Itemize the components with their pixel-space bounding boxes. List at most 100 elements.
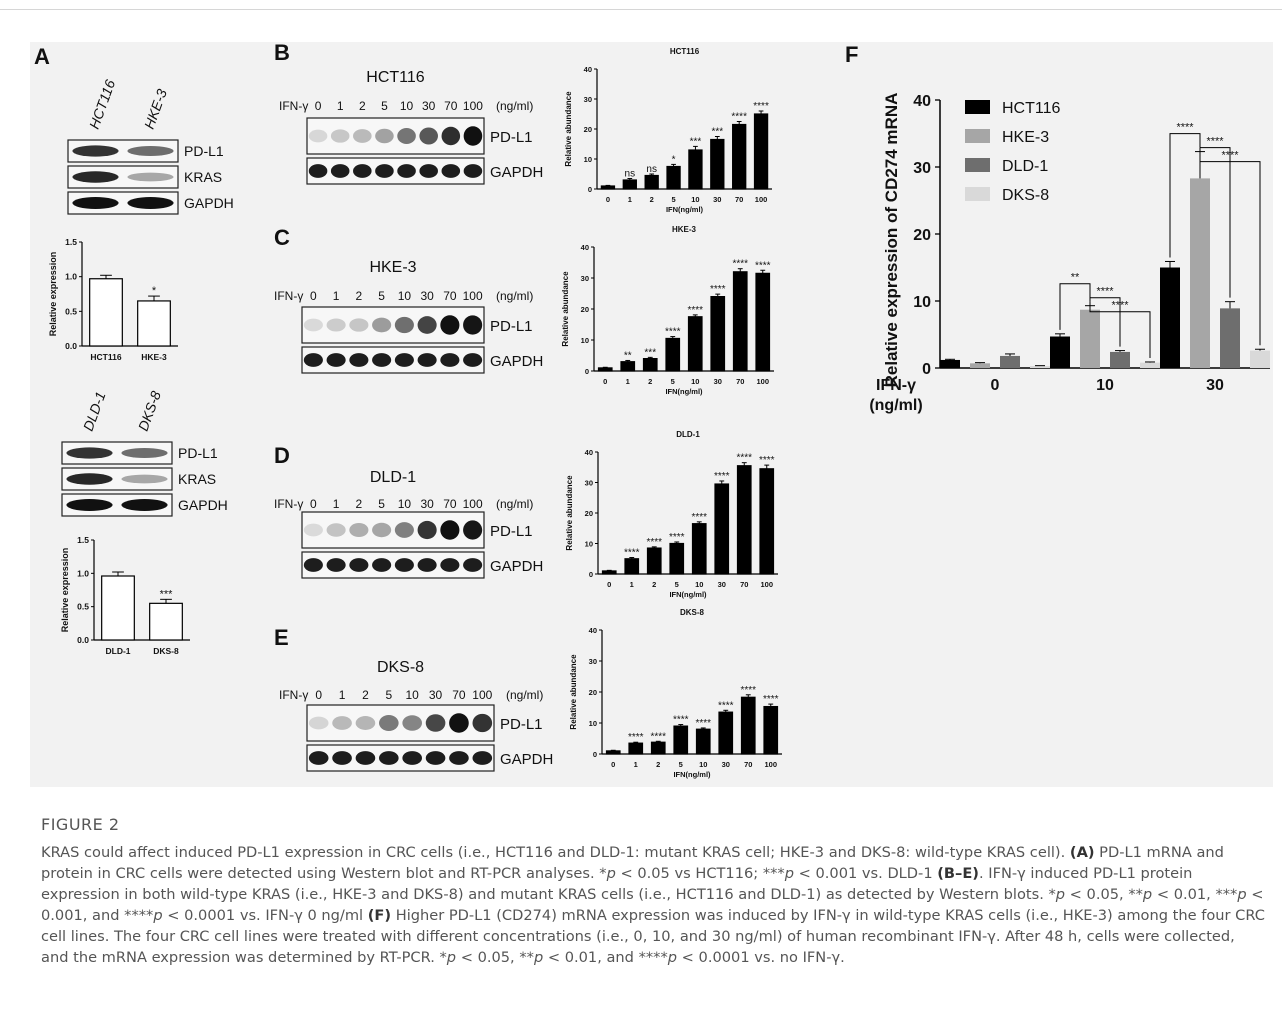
chart-f-bar: [1190, 178, 1210, 368]
chart-sig-label: ****: [650, 731, 666, 742]
blot-a-bottom-strip-band: [121, 499, 168, 511]
chart-sig-label: ns: [625, 169, 636, 180]
blot-b-dose-label: 10: [400, 99, 414, 113]
chart-y-tick-label: 40: [581, 243, 589, 252]
chart-f-sig-bracket: [1059, 283, 1091, 330]
chart-f-x-tick-label: 30: [1206, 377, 1224, 394]
blot-a-top-band-label: PD-L1: [184, 143, 224, 159]
chart-sig-label: *: [152, 285, 157, 297]
blot-e-strip-band: [332, 751, 352, 765]
blot-c-band-label: GAPDH: [490, 353, 543, 370]
blot-d-dose-label: 10: [398, 497, 412, 511]
blot-a-bottom-strip-band: [121, 448, 168, 458]
chart-y-label: Relative expression: [48, 252, 58, 337]
blot-c-strip-band: [303, 353, 323, 367]
chart-y-label: Relative abundance: [564, 91, 573, 167]
chart-f-y-tick-label: 30: [913, 160, 931, 177]
chart-x-tick-label: 10: [691, 377, 699, 386]
blot-c-strip-band: [463, 315, 483, 335]
blot-b-dose-label: 100: [463, 99, 483, 113]
blot-c-dose-label: 0: [310, 289, 317, 303]
figure-panel: A B C D E F HCT116 HKE-3 PD-L1 KRAS GAPDH DLD-1 DKS-…: [30, 42, 1273, 787]
chart-y-tick-label: 0.5: [65, 306, 77, 316]
blot-a-top-lane-label: HCT116: [86, 77, 119, 131]
chart-f-bar: [1160, 267, 1180, 368]
chart-y-tick-label: 40: [585, 448, 593, 457]
blot-e-strip-band: [332, 716, 352, 730]
chart-f-bar: [1030, 365, 1050, 368]
blot-e-strip-band: [449, 751, 469, 765]
caption-text: KRAS could affect induced PD-L1 expressi…: [41, 844, 1265, 966]
blot-b-strip-band: [441, 126, 461, 146]
chart-sig-label: ****: [673, 715, 689, 726]
blot-a-top-strip-band: [72, 171, 119, 183]
chart-sig-label: ****: [695, 718, 711, 729]
blot-c-strip-band: [440, 315, 460, 335]
chart-x-tick-label: 30: [722, 760, 730, 769]
panel-label-b: B: [274, 42, 290, 65]
panel-label-d: D: [274, 443, 290, 468]
chart-bar: [763, 705, 779, 755]
chart-sig-label: ****: [628, 732, 644, 743]
chart-y-tick-label: 0.5: [77, 602, 89, 612]
chart-y-tick-label: 30: [589, 657, 597, 666]
blot-b-dose-label: 1: [337, 99, 344, 113]
chart-sig-label: ****: [740, 685, 756, 696]
chart-f-x-label: IFN-γ: [876, 377, 916, 394]
chart-f-sig-label: ****: [1096, 286, 1114, 298]
blot-e-band-label: PD-L1: [500, 716, 543, 733]
chart-x-tick-label: 30: [718, 580, 726, 589]
chart-bar: [673, 725, 689, 755]
blot-c-dose-label: 30: [420, 289, 434, 303]
chart-bar: [137, 300, 171, 347]
chart-f-bar: [1050, 336, 1070, 368]
blot-e-strip-band: [472, 713, 493, 733]
chart-f-legend-swatch: [965, 187, 990, 201]
chart-f-x-tick-label: 10: [1096, 377, 1114, 394]
blot-d-strip-band: [303, 523, 323, 537]
blot-a-bottom-band-label: PD-L1: [178, 445, 218, 461]
blot-a-top-strip-band: [127, 197, 174, 209]
chart-f-sig-bracket: [1200, 147, 1231, 298]
chart-y-tick-label: 0: [588, 185, 592, 194]
chart-x-tick-label: 0: [606, 195, 610, 204]
chart-x-tick-label: 70: [740, 580, 748, 589]
chart-x-tick-label: 70: [744, 760, 752, 769]
blot-c-unit-label: (ng/ml): [496, 289, 533, 303]
chart-bar: [624, 558, 640, 575]
blot-d-strip-band: [349, 522, 369, 538]
blot-a-bottom-strip-band: [66, 473, 113, 485]
chart-x-tick-label: 100: [764, 760, 777, 769]
chart-title: DLD-1: [676, 430, 700, 439]
chart-y-tick-label: 0: [585, 367, 589, 376]
chart-bar: [605, 750, 621, 755]
chart-x-tick-label: 30: [713, 195, 721, 204]
blot-c-treat-label: IFN-γ: [274, 289, 303, 303]
blot-e-strip-band: [308, 751, 329, 765]
chart-x-tick-label: 5: [671, 195, 675, 204]
chart-f-bar: [970, 363, 990, 368]
blot-e-dose-label: 30: [429, 688, 443, 702]
chart-bar: [89, 278, 123, 347]
blot-a-bottom-lane-label: DLD-1: [80, 390, 109, 434]
blot-b-strip-band: [397, 164, 416, 178]
blot-e-unit-label: (ng/ml): [506, 688, 543, 702]
blot-e-strip-band: [402, 751, 423, 765]
chart-f-sig-bracket: [1199, 147, 1261, 346]
chart-bar: [665, 337, 681, 372]
blot-e-strip-band: [449, 713, 469, 733]
chart-f-bar: [1080, 309, 1100, 368]
chart-f-sig-bracket: [1089, 297, 1121, 347]
chart-bar: [714, 483, 730, 575]
chart-sig-label: ****: [714, 471, 730, 482]
chart-x-tick-label: 1: [634, 760, 638, 769]
blot-e-dose-label: 5: [385, 688, 392, 702]
chart-x-tick-label: 10: [699, 760, 707, 769]
chart-x-tick-label: 2: [652, 580, 656, 589]
blot-d-strip-band: [394, 522, 414, 538]
chart-bar: [628, 742, 644, 755]
chart-bar: [740, 696, 756, 755]
blot-d-dose-label: 1: [333, 497, 340, 511]
chart-x-tick-label: 5: [671, 377, 675, 386]
chart-y-tick-label: 20: [585, 509, 593, 518]
